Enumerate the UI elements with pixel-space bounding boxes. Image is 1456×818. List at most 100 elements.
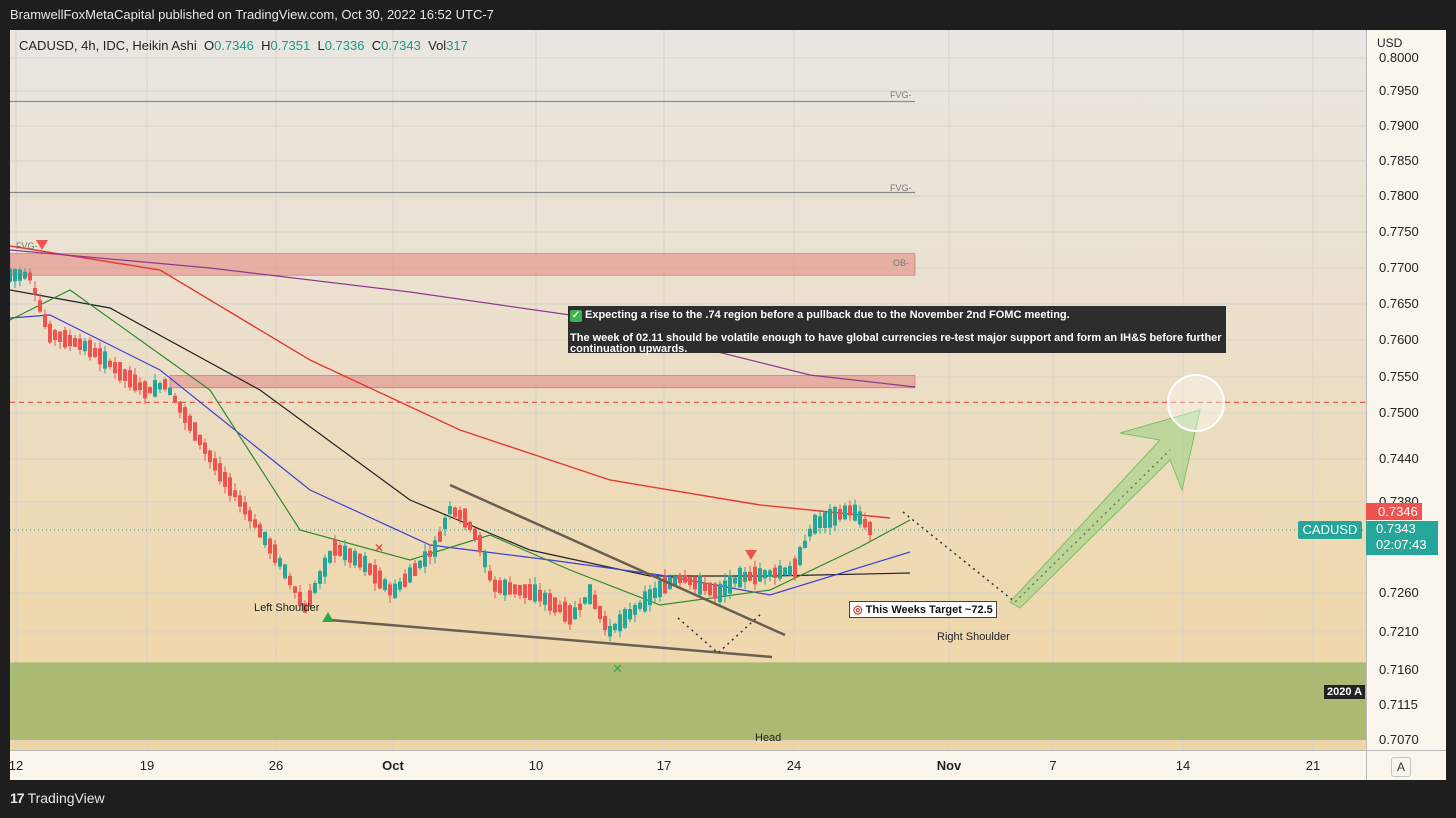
price-tick-label: 0.7500	[1379, 405, 1419, 420]
low-value: 0.7336	[324, 38, 365, 53]
candle-body	[528, 584, 532, 600]
low-label: L	[317, 38, 325, 53]
candle-body	[818, 516, 822, 529]
open-label: O	[203, 38, 215, 53]
candle-body	[313, 583, 317, 593]
candle-body	[253, 519, 257, 528]
candle-body	[378, 570, 382, 589]
candle-body	[413, 563, 417, 577]
time-tick-label: 21	[1305, 758, 1321, 773]
candle-body	[63, 330, 67, 348]
countdown-value: 02:07:43	[1376, 537, 1427, 552]
time-axis[interactable]	[10, 750, 1366, 780]
candle-body	[333, 539, 337, 556]
candle-body	[218, 463, 222, 482]
tradingview-logo-icon: 17	[10, 790, 25, 806]
candle-body	[798, 547, 802, 566]
candle-body	[558, 604, 562, 613]
symbol-tag: CADUSD	[1298, 521, 1362, 539]
candle-body	[148, 387, 152, 394]
candle-body	[473, 528, 477, 540]
currency-label: USD	[1377, 36, 1403, 50]
candle-body	[213, 458, 217, 471]
candle-body	[513, 584, 517, 595]
candle-body	[388, 584, 392, 596]
candle-body	[243, 502, 247, 515]
candle-body	[768, 570, 772, 577]
candle-body	[178, 401, 182, 413]
candle-body	[708, 582, 712, 596]
candle-body	[103, 351, 107, 369]
candle-body	[248, 510, 252, 522]
candle-body	[13, 269, 17, 282]
candle-body	[403, 573, 407, 587]
price-tag-red: 0.7346	[1366, 503, 1422, 520]
sell-triangle-icon	[36, 240, 48, 250]
candle-body	[268, 538, 272, 554]
candle-body	[38, 300, 42, 312]
cross-marker-icon: ✕	[374, 541, 384, 555]
price-tick-label: 0.7850	[1379, 153, 1419, 168]
ohlc-legend: CADUSD, 4h, IDC, Heikin Ashi O0.7346 H0.…	[19, 38, 468, 53]
fvg-label-2: FVG-	[890, 183, 912, 193]
candle-body	[323, 557, 327, 577]
candle-body	[593, 594, 597, 609]
candle-body	[718, 583, 722, 603]
candle-body	[113, 362, 117, 374]
candle-body	[168, 387, 172, 396]
candle-body	[758, 568, 762, 582]
candle-body	[318, 571, 322, 584]
candle-body	[418, 560, 422, 569]
candle-body	[653, 587, 657, 599]
candle-body	[88, 340, 92, 358]
candle-body	[648, 589, 652, 606]
time-tick-label: 19	[139, 758, 155, 773]
price-axis[interactable]: 0.8000 0.7950 0.7900 0.7850 0.7800 0.7750 0.77…	[1366, 30, 1446, 750]
time-tick-label: 7	[1049, 758, 1057, 773]
candle-body	[28, 272, 32, 281]
candle-body	[618, 614, 622, 632]
price-tick-label: 0.8000	[1379, 50, 1419, 65]
price-tick-label: 0.7550	[1379, 369, 1419, 384]
candle-body	[748, 571, 752, 581]
target-circle	[1167, 374, 1225, 432]
time-tick-label: Oct	[382, 758, 404, 773]
candle-body	[273, 544, 277, 563]
time-tick-label: 12	[8, 758, 24, 773]
time-tick-label: 26	[268, 758, 284, 773]
price-tick-label: 0.7440	[1379, 451, 1419, 466]
candle-body	[838, 508, 842, 520]
price-tick-label: 0.7650	[1379, 296, 1419, 311]
moving-average-blue	[10, 314, 911, 596]
candle-body	[728, 575, 732, 594]
candle-body	[828, 508, 832, 528]
analysis-note[interactable]: ✓ Expecting a rise to the .74 region befo…	[568, 306, 1226, 355]
auto-scale-button[interactable]: A	[1391, 757, 1411, 777]
candle-body	[458, 509, 462, 520]
right-shoulder-label: Right Shoulder	[937, 631, 1010, 643]
candle-body	[428, 550, 432, 557]
candle-body	[783, 567, 787, 576]
candle-body	[93, 347, 97, 358]
candle-body	[283, 564, 287, 579]
candle-body	[398, 581, 402, 590]
candle-body	[328, 550, 332, 563]
candle-body	[583, 597, 587, 604]
candle-body	[658, 580, 662, 597]
candle-body	[633, 605, 637, 615]
candle-body	[518, 584, 522, 596]
candle-body	[543, 592, 547, 605]
candle-body	[33, 287, 37, 295]
candle-body	[663, 576, 667, 594]
time-tick-label: Nov	[936, 758, 962, 773]
candle-body	[10, 268, 12, 282]
price-tick-label: 0.7115	[1379, 697, 1418, 712]
chart-plot-area[interactable]: ✕ ✕	[10, 30, 1366, 750]
candle-body	[753, 566, 757, 585]
high-value: 0.7351	[270, 38, 311, 53]
candle-body	[483, 552, 487, 568]
candle-body	[553, 597, 557, 613]
candle-body	[683, 575, 687, 583]
candle-body	[763, 570, 767, 579]
ob-label: OB-	[893, 258, 910, 268]
